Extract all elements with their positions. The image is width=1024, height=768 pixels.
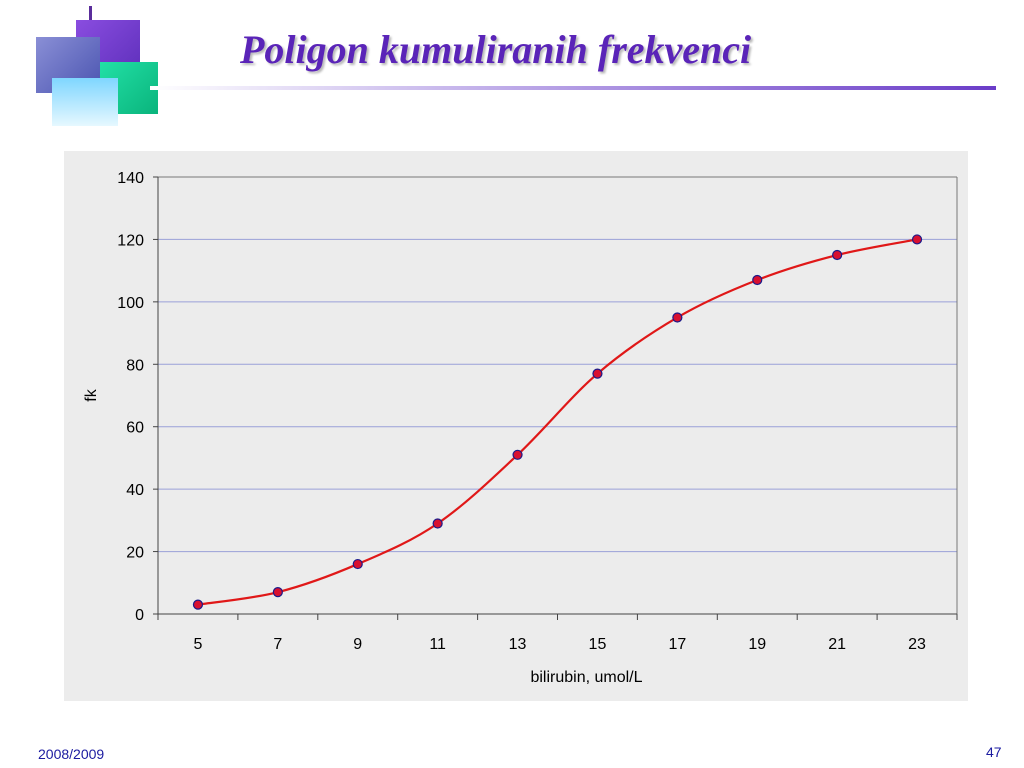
y-tick-label: 140 [117,170,144,187]
data-point [352,558,363,570]
data-point [512,449,523,460]
plot-background [158,177,957,614]
y-axis-title: fk [83,388,100,401]
slide-title: Poligon kumuliranih frekvenci [240,27,752,72]
x-tick-label: 19 [748,636,766,653]
title-underline [150,86,996,90]
x-tick-label: 23 [908,636,926,653]
decor-square-cyan [52,78,118,126]
x-tick-label: 9 [353,636,362,653]
x-tick-label: 13 [509,636,527,653]
y-tick-label: 100 [117,295,144,312]
y-tick-label: 80 [126,357,144,374]
x-tick-label: 7 [273,636,282,653]
data-point [592,368,603,379]
data-point [911,234,923,245]
x-tick-label: 15 [589,636,607,653]
data-point [832,249,843,261]
y-tick-label: 60 [126,420,144,437]
chart-area: 0 20 40 60 80 100 120 140 5 7 9 11 13 15 17 19 21 23 bilir… [64,151,968,701]
x-tick-label: 17 [668,636,686,653]
series-line [197,238,918,606]
footer-date: 2008/2009 [38,746,105,762]
y-tick-label: 40 [126,482,144,499]
data-point [432,518,443,529]
x-axis-title: bilirubin, umol/L [530,669,642,686]
y-tick-label: 120 [117,232,144,249]
data-point [192,599,204,610]
data-point [272,587,283,598]
y-tick-label: 20 [126,545,144,562]
data-point [752,274,763,286]
x-tick-label: 5 [193,636,202,653]
slide-number: 47 [986,744,1002,760]
y-tick-label: 0 [135,607,144,624]
line-chart: 0 20 40 60 80 100 120 140 5 7 9 11 13 15 17 19 21 23 bilir… [83,170,958,686]
data-point [672,312,683,323]
x-tick-label: 11 [429,636,446,653]
x-tick-label: 21 [828,636,846,653]
